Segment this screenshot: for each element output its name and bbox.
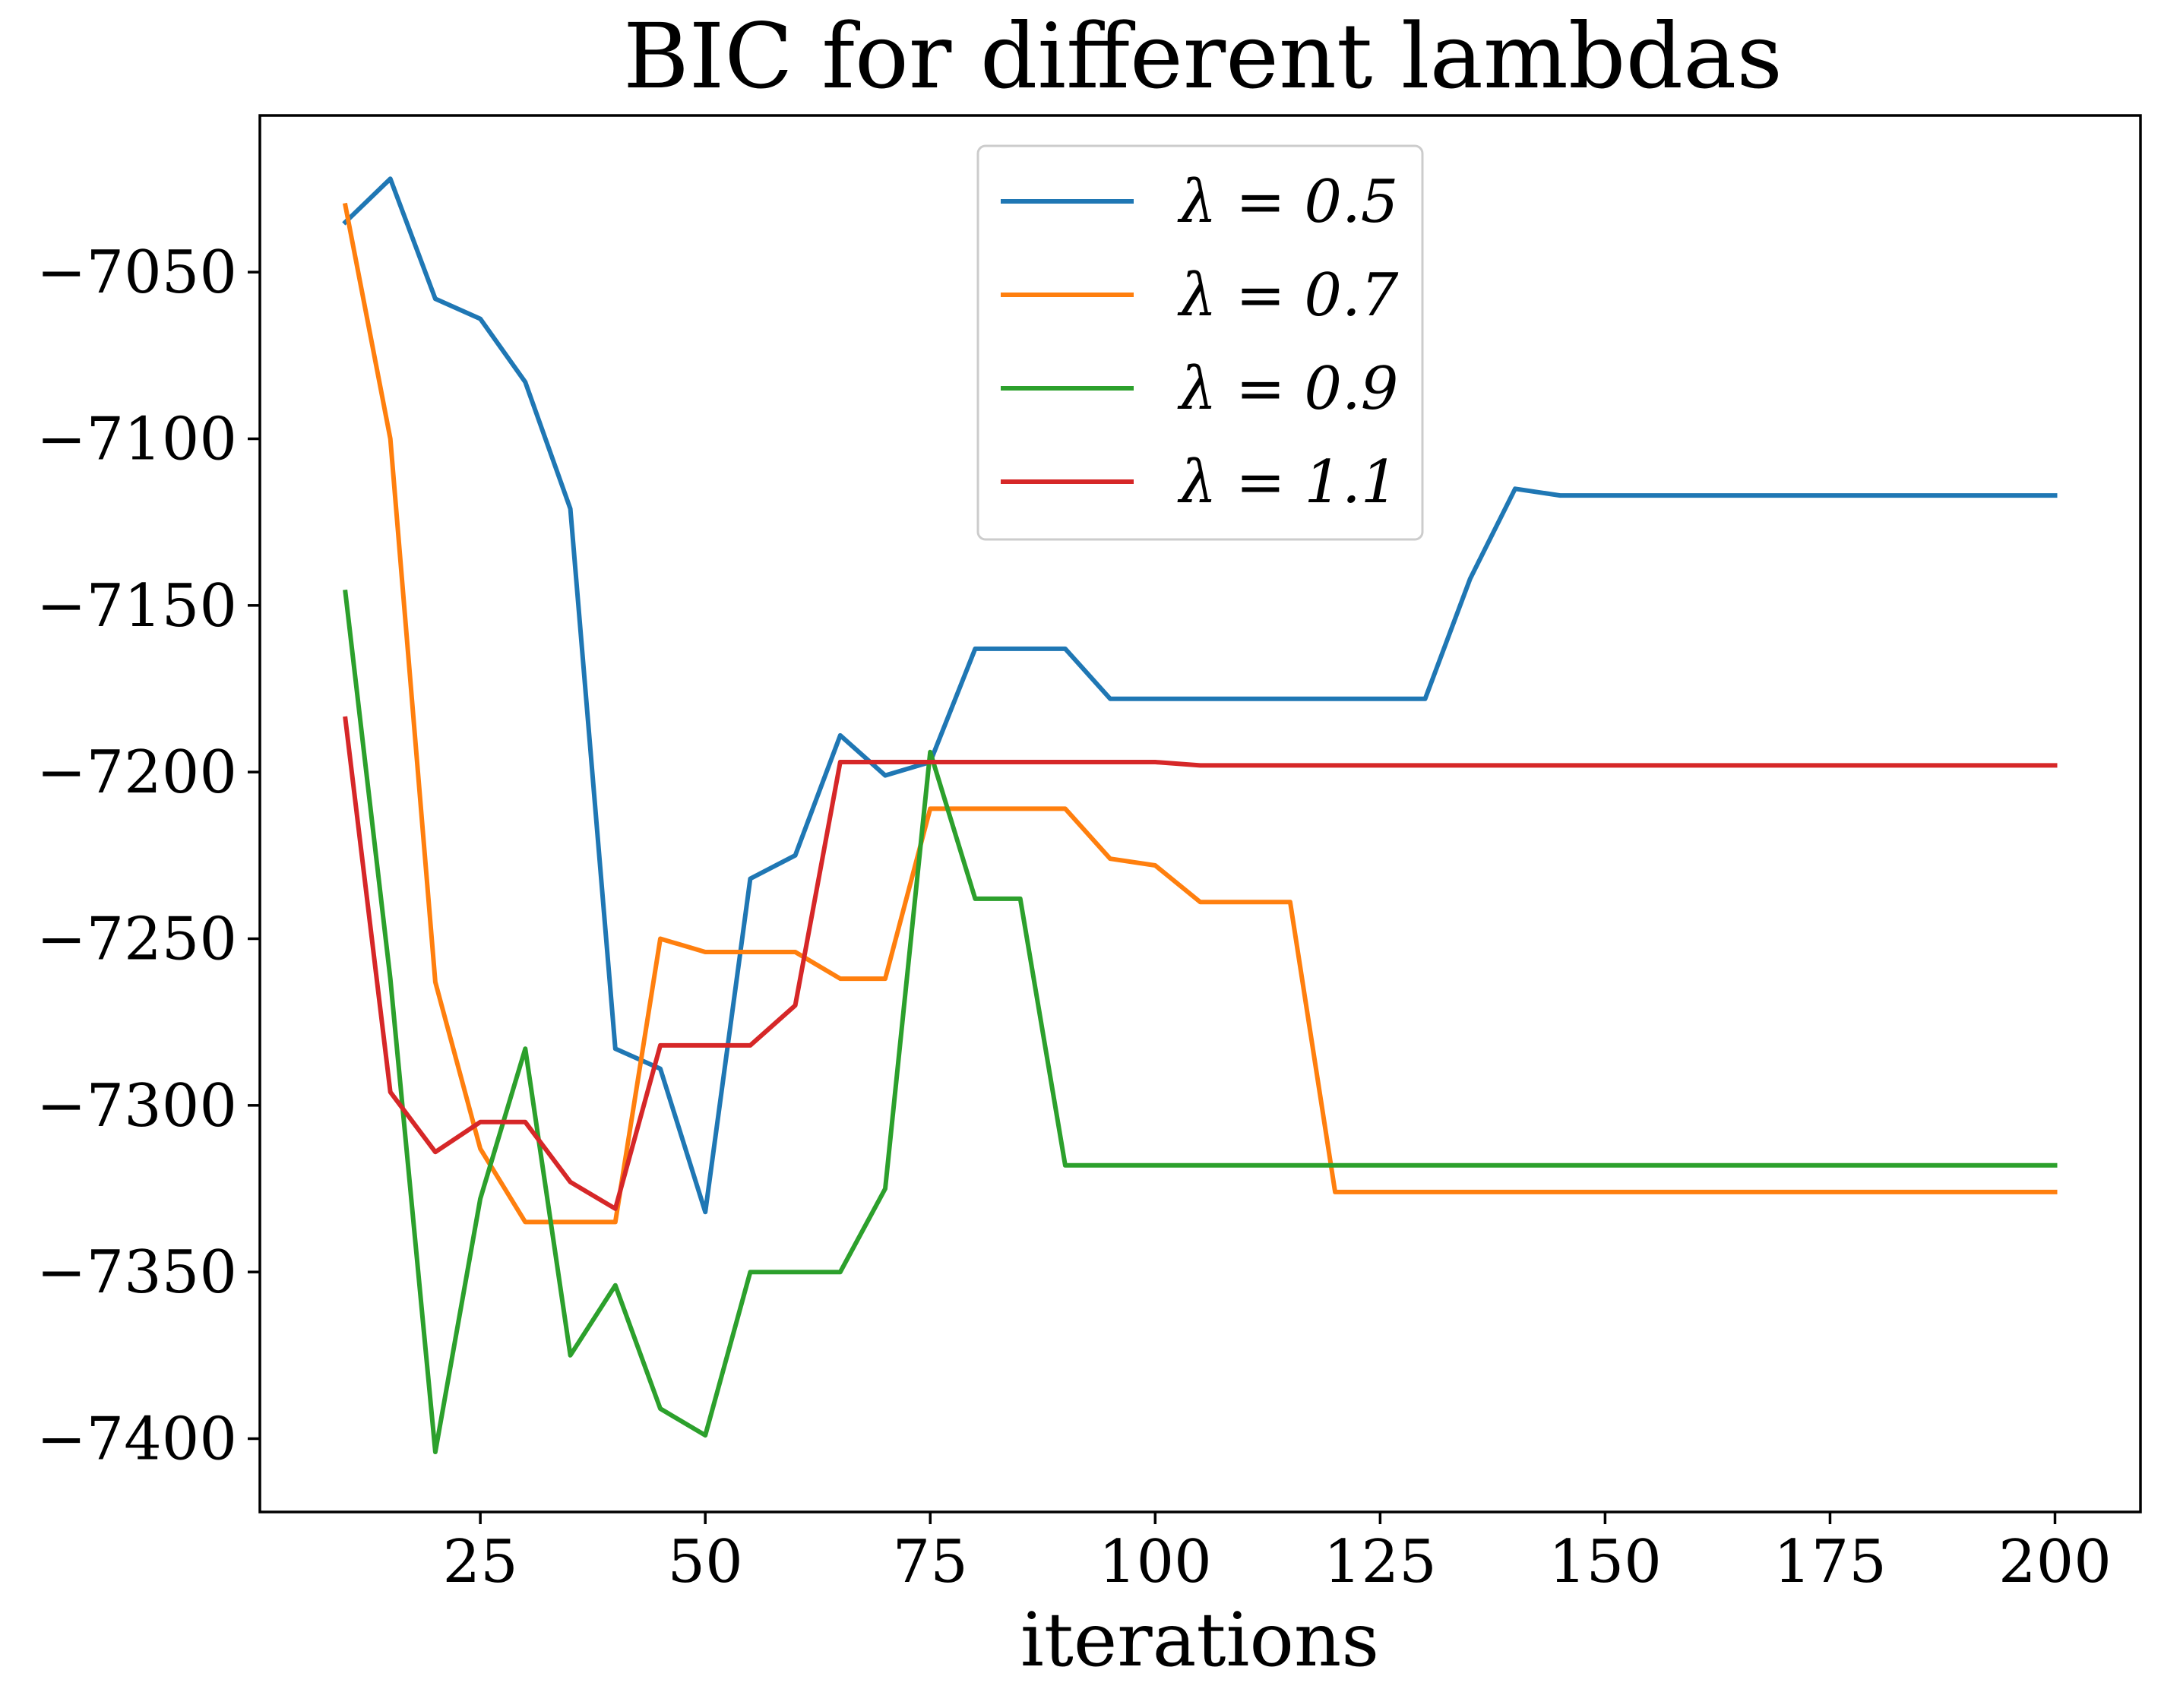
series-line-3 xyxy=(343,716,2058,1211)
legend-label-3: λ = 1.1 xyxy=(1177,448,1398,517)
y-tick-label: −7050 xyxy=(36,239,237,307)
x-tick-label: 100 xyxy=(1099,1528,1212,1596)
y-tick-label: −7150 xyxy=(36,572,237,640)
y-axis: −7050 −7100 −7150 −7200 −7250 −7300 −7350 −7400 xyxy=(36,239,260,1473)
x-tick-label: 25 xyxy=(442,1528,517,1596)
y-tick-label: −7250 xyxy=(36,905,237,973)
legend-label-2: λ = 0.9 xyxy=(1177,355,1398,423)
y-tick-label: −7300 xyxy=(36,1072,237,1140)
x-tick-label: 50 xyxy=(668,1528,743,1596)
x-axis: 25 50 75 100 125 150 175 200 xyxy=(442,1512,2112,1596)
legend: λ = 0.5 λ = 0.7 λ = 0.9 λ = 1.1 xyxy=(976,144,1424,541)
y-tick-label: −7100 xyxy=(36,406,237,474)
series-line-1 xyxy=(342,202,2058,1225)
chart-title: BIC for different lambdas xyxy=(623,4,1783,109)
x-tick-label: 175 xyxy=(1773,1528,1887,1596)
legend-box xyxy=(976,144,1424,541)
x-axis-label: iterations xyxy=(1020,1597,1379,1683)
series-line-0 xyxy=(342,176,2058,1215)
legend-items: λ = 0.5 λ = 0.7 λ = 0.9 λ = 1.1 xyxy=(1001,168,1399,517)
x-tick-label: 75 xyxy=(893,1528,968,1596)
series-lines xyxy=(342,176,2058,1454)
y-tick-label: −7350 xyxy=(36,1238,237,1307)
series-line-2 xyxy=(343,589,2058,1454)
x-tick-label: 200 xyxy=(1998,1528,2112,1596)
legend-label-0: λ = 0.5 xyxy=(1177,168,1398,236)
y-tick-label: −7400 xyxy=(36,1405,237,1473)
y-tick-label: −7200 xyxy=(36,739,237,807)
legend-label-1: λ = 0.7 xyxy=(1177,261,1399,330)
x-tick-label: 150 xyxy=(1549,1528,1662,1596)
plot-frame xyxy=(258,114,2142,1513)
x-tick-label: 125 xyxy=(1324,1528,1437,1596)
